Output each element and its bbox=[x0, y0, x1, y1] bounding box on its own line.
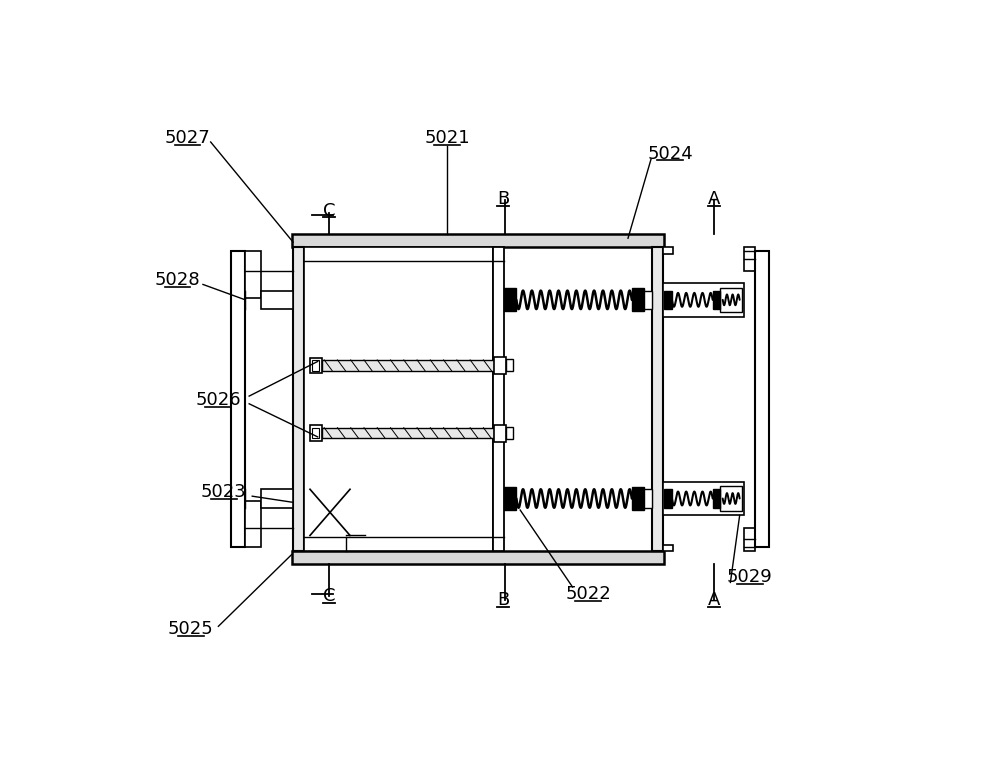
Bar bbox=[644, 291, 652, 309]
Bar bbox=[494, 425, 506, 442]
Bar bbox=[744, 248, 755, 270]
Bar bbox=[310, 358, 322, 373]
Text: A: A bbox=[708, 591, 720, 609]
Text: 5022: 5022 bbox=[565, 585, 611, 603]
Text: 5028: 5028 bbox=[155, 271, 200, 289]
Bar bbox=[744, 527, 755, 551]
Bar bbox=[312, 360, 319, 371]
Bar bbox=[231, 252, 245, 547]
Bar bbox=[494, 357, 506, 374]
Bar bbox=[245, 252, 261, 298]
Bar bbox=[261, 291, 293, 309]
Bar bbox=[663, 481, 744, 516]
Text: B: B bbox=[497, 190, 509, 208]
Bar bbox=[506, 359, 513, 372]
Bar bbox=[664, 291, 672, 309]
Bar bbox=[292, 551, 664, 564]
Bar bbox=[293, 248, 304, 551]
Bar bbox=[292, 234, 664, 248]
Bar bbox=[713, 489, 720, 508]
Bar bbox=[312, 428, 319, 439]
Text: C: C bbox=[323, 587, 335, 605]
Bar bbox=[755, 252, 769, 547]
Text: C: C bbox=[323, 202, 335, 220]
Bar bbox=[304, 248, 493, 551]
Text: A: A bbox=[708, 190, 720, 208]
Text: 5026: 5026 bbox=[196, 391, 241, 409]
Text: 5025: 5025 bbox=[168, 619, 214, 638]
Bar bbox=[663, 283, 744, 317]
Bar bbox=[713, 291, 720, 309]
Bar bbox=[720, 486, 742, 511]
Bar bbox=[632, 487, 644, 510]
Bar bbox=[504, 288, 516, 312]
Bar bbox=[663, 248, 673, 254]
Bar bbox=[322, 428, 494, 439]
Bar bbox=[310, 425, 322, 441]
Bar bbox=[245, 501, 261, 547]
Text: 5023: 5023 bbox=[201, 483, 247, 502]
Bar bbox=[663, 545, 673, 551]
Bar bbox=[652, 248, 663, 551]
Text: 5029: 5029 bbox=[727, 568, 773, 586]
Bar bbox=[261, 489, 293, 508]
Text: 5021: 5021 bbox=[424, 129, 470, 147]
Bar bbox=[493, 248, 504, 551]
Bar bbox=[504, 487, 516, 510]
Text: 5027: 5027 bbox=[165, 129, 210, 147]
Bar bbox=[632, 288, 644, 312]
Bar bbox=[644, 489, 652, 508]
Bar bbox=[720, 287, 742, 312]
Text: B: B bbox=[497, 591, 509, 609]
Bar bbox=[506, 427, 513, 439]
Text: 5024: 5024 bbox=[647, 145, 693, 163]
Bar bbox=[664, 489, 672, 508]
Bar bbox=[322, 360, 494, 371]
